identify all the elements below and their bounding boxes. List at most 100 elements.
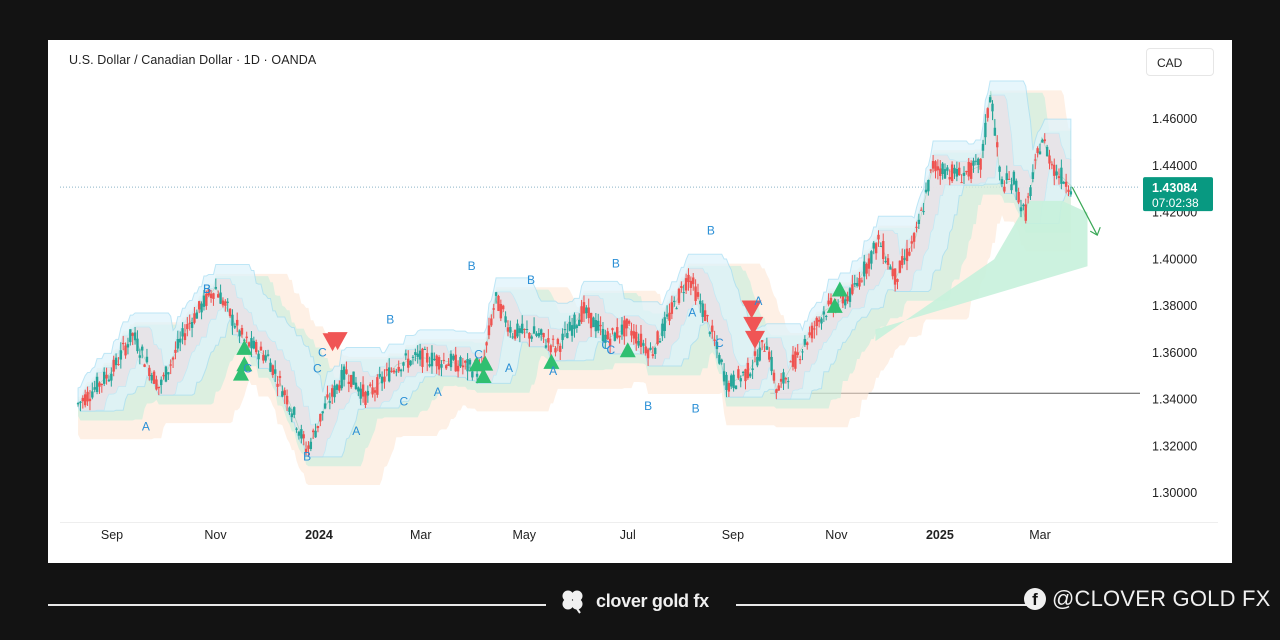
candle-body [266, 354, 270, 356]
x-tick-label: Jul [620, 528, 636, 542]
candle-body [751, 368, 754, 371]
candle-body [1022, 204, 1025, 207]
candle-body [445, 365, 448, 369]
candle-body [221, 300, 225, 306]
candle-body [179, 338, 182, 343]
candle-body [238, 330, 241, 337]
candle-body [188, 322, 191, 324]
candle-body [943, 169, 947, 179]
candle-body [675, 308, 678, 310]
candle-body [525, 328, 529, 330]
projected-cloud [875, 200, 1088, 342]
wave-label: B [468, 259, 476, 273]
candle-body [886, 258, 890, 265]
candle-body [283, 390, 286, 396]
candle-body [1036, 148, 1039, 154]
candle-body [516, 323, 519, 337]
candle-body [715, 342, 719, 350]
candle-body [162, 374, 165, 377]
candle-body [76, 403, 80, 405]
candle-body [758, 347, 761, 361]
candle-body [616, 327, 619, 338]
candle-body [416, 353, 419, 357]
candle-body [841, 294, 845, 304]
candle-body [677, 288, 681, 303]
candle-body [901, 256, 904, 266]
candle-body [599, 324, 602, 327]
candle-body [418, 350, 422, 360]
sell-signal-marker [741, 300, 762, 319]
candle-body [732, 374, 735, 388]
candle-body [133, 332, 137, 341]
candle-body [592, 317, 595, 328]
candle-body [224, 301, 227, 306]
candle-body [257, 353, 260, 360]
candle-body [312, 430, 315, 433]
y-tick-label: 1.34000 [1152, 393, 1197, 407]
candle-body [706, 315, 709, 317]
social-link[interactable]: f @CLOVER GOLD FX [1024, 586, 1271, 612]
candle-body [433, 358, 436, 361]
candle-body [252, 340, 256, 349]
candle-body [991, 103, 994, 112]
candle-body [155, 379, 158, 390]
candle-body [696, 292, 700, 297]
candle-body [969, 162, 973, 179]
x-tick-label: Sep [722, 528, 744, 542]
candle-body [1055, 171, 1058, 176]
candle-body [658, 341, 662, 343]
price-tag [1143, 177, 1213, 212]
candle-body [447, 363, 450, 366]
candle-body [1050, 164, 1054, 166]
candle-body [867, 258, 871, 269]
candle-body [228, 308, 232, 317]
candle-body [585, 307, 588, 314]
candle-body [608, 338, 612, 347]
candle-body [157, 386, 161, 389]
candle-body [554, 348, 557, 353]
x-tick-label: Nov [204, 528, 227, 542]
candle-body [338, 385, 341, 391]
candle-body [556, 339, 560, 345]
candle-body [939, 168, 942, 177]
candle-body [601, 328, 605, 342]
candle-body [787, 381, 790, 383]
candle-body [1057, 176, 1061, 179]
candle-body [1005, 173, 1008, 181]
candle-body [722, 371, 726, 382]
y-tick-label: 1.46000 [1152, 112, 1197, 126]
candle-body [198, 301, 201, 310]
candle-body [502, 305, 505, 310]
footer-divider-left [48, 604, 546, 606]
candle-body [1041, 139, 1044, 143]
candle-body [825, 315, 828, 317]
candle-body [817, 319, 821, 322]
candle-body [822, 311, 826, 315]
candle-body [414, 352, 417, 356]
candle-body [1000, 179, 1004, 184]
candle-body [917, 219, 921, 225]
candle-body [217, 294, 220, 298]
candle-body [274, 369, 277, 374]
candle-body [974, 160, 978, 162]
candle-body [737, 369, 740, 378]
currency-badge[interactable]: CAD [1146, 48, 1214, 76]
candle-body [342, 366, 346, 380]
candle-body [559, 345, 562, 352]
candle-body [112, 359, 115, 372]
buy-signal-marker [619, 342, 636, 358]
candle-body [537, 333, 541, 337]
candle-body [352, 371, 355, 385]
candle-body [891, 268, 894, 277]
candle-body [369, 384, 372, 386]
candle-body [1062, 182, 1065, 184]
candle-body [456, 365, 460, 372]
candle-body [297, 431, 301, 436]
candle-body [604, 334, 607, 343]
candle-body [402, 362, 405, 366]
candle-body [768, 351, 771, 360]
candle-body [345, 369, 348, 374]
buy-signal-marker [232, 365, 249, 381]
candle-body [967, 161, 970, 177]
